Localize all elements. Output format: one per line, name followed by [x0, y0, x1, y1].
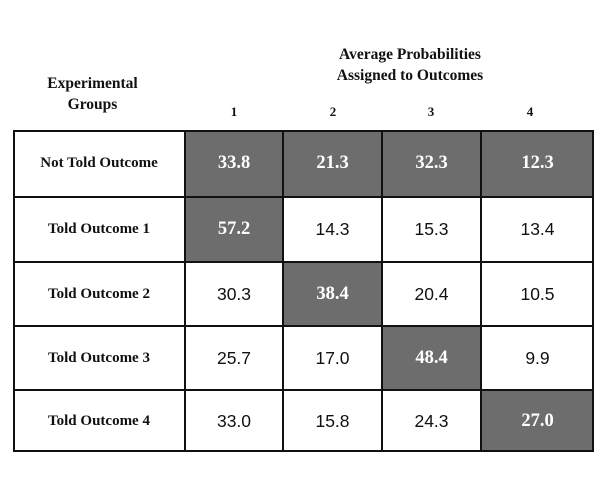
highlight-cell-bg	[481, 390, 594, 452]
column-header-4: 4	[526, 104, 534, 119]
table-cell: 10.5	[520, 283, 555, 304]
highlight-cell-bg	[283, 130, 382, 197]
table-cell: 25.7	[216, 347, 252, 368]
table-cell: 48.4	[415, 347, 448, 368]
highlight-cell-bg	[382, 130, 481, 197]
table-cell: 15.3	[414, 219, 449, 239]
row-group-title-line2: Groups	[67, 96, 118, 113]
highlight-cell-bg	[481, 130, 594, 197]
highlight-cell-bg	[283, 262, 382, 326]
table-cell: 33.8	[217, 153, 251, 173]
column-header-1: 1	[230, 104, 238, 119]
table-cell: 17.0	[315, 347, 350, 368]
table-cell: 21.3	[316, 153, 349, 173]
row-label: Told Outcome 4	[48, 412, 150, 429]
table-cell: 14.3	[315, 219, 350, 239]
table-cell: 27.0	[521, 410, 554, 431]
row-label: Told Outcome 3	[48, 349, 150, 366]
table-cell: 24.3	[414, 410, 449, 431]
table-cell: 33.0	[216, 410, 252, 431]
row-label: Not Told Outcome	[40, 155, 158, 171]
table-cell: 38.4	[316, 283, 349, 304]
table-cell: 9.9	[525, 347, 550, 368]
column-group-title-line1: Average Probabilities	[339, 46, 481, 63]
table-cell: 12.3	[521, 153, 554, 173]
row-label: Told Outcome 1	[48, 221, 150, 237]
table-cell: 57.2	[217, 219, 251, 239]
table-cell: 30.3	[216, 283, 252, 304]
row-group-title-line1: Experimental	[47, 75, 138, 92]
highlight-cell-bg	[185, 130, 283, 197]
column-header-2: 2	[329, 104, 337, 119]
column-group-title-line2: Assigned to Outcomes	[336, 67, 484, 84]
row-label: Told Outcome 2	[48, 285, 150, 302]
table-grid-lines	[13, 130, 594, 452]
table-cell: 20.4	[414, 283, 449, 304]
table-cell: 32.3	[415, 153, 448, 173]
highlight-cell-bg	[185, 197, 283, 262]
highlight-cell-bg	[382, 326, 481, 390]
row-group-title: Experimental Groups	[20, 73, 165, 115]
table-cell: 15.8	[315, 410, 350, 431]
table-cell: 13.4	[520, 219, 555, 239]
column-header-3: 3	[427, 104, 435, 119]
column-group-title: Average Probabilities Assigned to Outcom…	[270, 44, 550, 86]
data-table: Not Told Outcome 33.8 21.3 32.3 12.3 Told Out…	[13, 130, 594, 452]
